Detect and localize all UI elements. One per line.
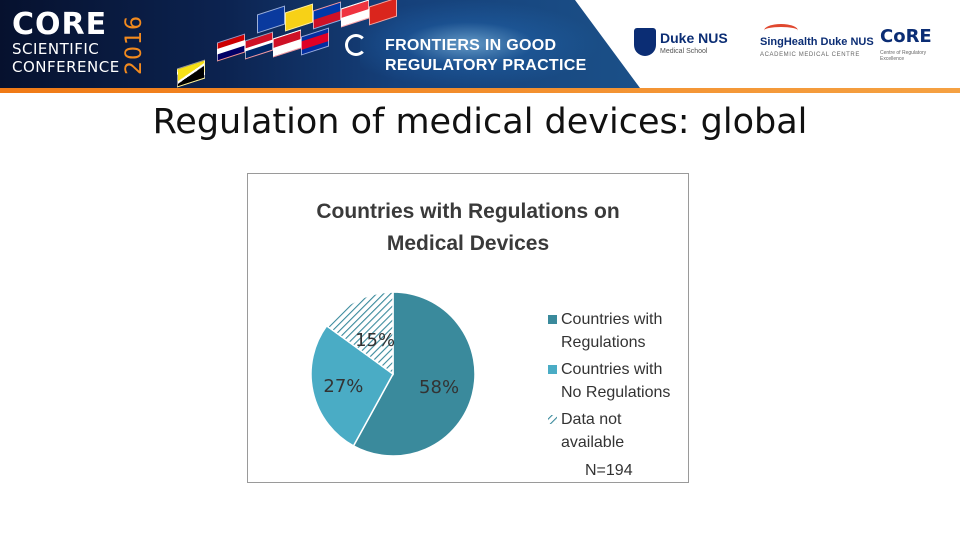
core-centre-subtitle: Centre of Regulatory Excellence: [880, 50, 927, 62]
flag-icon: [313, 1, 341, 30]
slice-data-unavailable: [325, 291, 394, 376]
pie-chart-frame: Countries with Regulations on Medical De…: [247, 173, 689, 483]
conference-theme-line1: FRONTIERS IN GOOD: [385, 37, 557, 54]
singhealth-name: SingHealth Duke NUS: [760, 36, 874, 48]
slide-title: Regulation of medical devices: global: [152, 102, 808, 142]
flag-icon: [285, 3, 313, 32]
conference-banner: CORE SCIENTIFIC CONFERENCE 2016 FRONTIER…: [0, 0, 960, 93]
legend-swatch: [548, 365, 557, 374]
flag-icon: [217, 33, 245, 62]
flag-icon: [273, 29, 301, 58]
core-conference-logo: CORE SCIENTIFIC CONFERENCE: [12, 7, 132, 77]
data-label: 27%: [323, 376, 363, 397]
core-logo-line2: CONFERENCE: [12, 58, 120, 76]
duke-nus-name: Duke NUS: [660, 30, 728, 46]
data-label: 15%: [355, 330, 395, 351]
singhealth-subtitle: ACADEMIC MEDICAL CENTRE: [760, 52, 860, 58]
banner-orange-stripe: [0, 88, 960, 93]
core-logo-word: CORE: [12, 7, 108, 42]
singhealth-logo: SingHealth Duke NUS ACADEMIC MEDICAL CEN…: [760, 24, 874, 64]
banner-light-burst: [360, 0, 600, 88]
legend-label: No Regulations: [561, 384, 670, 401]
slice-regulated: [352, 291, 476, 457]
legend-label: available: [561, 434, 624, 451]
sample-size-note: N=194: [585, 462, 633, 479]
flag-icon: [245, 31, 273, 60]
core-logo-year: 2016: [122, 15, 147, 75]
flag-icon: [257, 5, 285, 34]
conference-theme-line2: REGULATORY PRACTICE: [385, 57, 587, 74]
duke-nus-logo: Duke NUS Medical School: [634, 24, 752, 64]
slice-not-regulated: [310, 324, 394, 447]
data-label: 58%: [419, 377, 459, 398]
pie-slices: [310, 291, 476, 457]
core-logo-line1: SCIENTIFIC: [12, 40, 100, 58]
conference-theme: FRONTIERS IN GOOD REGULATORY PRACTICE: [385, 36, 587, 76]
core-centre-logo: CoRE Centre of Regulatory Excellence: [880, 24, 942, 64]
legend-label: Regulations: [561, 334, 646, 351]
chart-title-line2: Medical Devices: [387, 232, 549, 255]
legend-swatch: [548, 415, 557, 424]
legend-swatch: [548, 315, 557, 324]
pie-chart: Countries with Regulations on Medical De…: [310, 200, 670, 479]
singhealth-swoosh-icon: [764, 24, 798, 37]
duke-shield-icon: [634, 28, 656, 56]
legend-label: Countries with: [561, 311, 662, 328]
flag-icon: [177, 59, 205, 88]
chart-title-line1: Countries with Regulations on: [316, 200, 619, 223]
flag-icon: [301, 27, 329, 56]
duke-nus-subtitle: Medical School: [660, 48, 708, 55]
conference-emblem-icon: [345, 34, 367, 56]
pie-data-labels: 58% 27% 15%: [323, 330, 459, 398]
core-centre-name: CoRE: [880, 26, 932, 47]
chart-legend: Countries with Regulations Countries with N…: [548, 311, 670, 451]
legend-label: Data not: [561, 411, 622, 428]
legend-label: Countries with: [561, 361, 662, 378]
